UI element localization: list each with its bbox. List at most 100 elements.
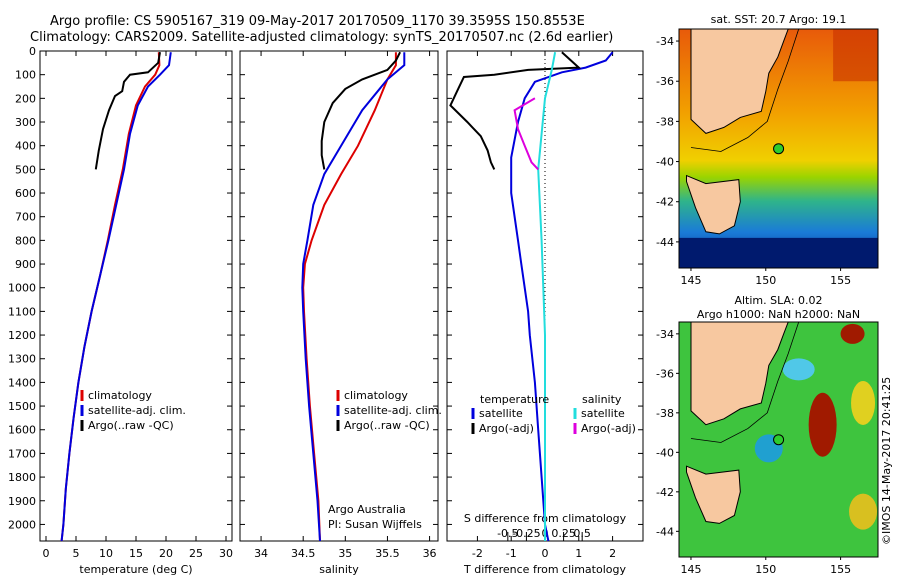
map-y-tick-label: -36	[656, 75, 674, 88]
x2-tick-label: -0.25	[512, 527, 540, 540]
map-x-tick-label: 150	[755, 563, 776, 576]
x-tick-label: 0	[542, 547, 549, 560]
series-line	[510, 51, 614, 542]
y-tick-label: 1600	[8, 424, 36, 437]
y-tick-label: 700	[15, 211, 36, 224]
series-line	[94, 52, 161, 170]
x2-tick-label: -0.5	[497, 527, 518, 540]
map-y-tick-label: -38	[656, 407, 674, 420]
map-frame	[678, 321, 879, 558]
y-tick-label: 1900	[8, 495, 36, 508]
map-y-tick-label: -38	[656, 115, 674, 128]
y-tick-label: 1000	[8, 282, 36, 295]
y-tick-label: 1700	[8, 447, 36, 460]
title-line-1: Argo profile: CS 5905167_319 09-May-2017…	[50, 14, 585, 29]
salinity-panel: 34 34.5 35 35.5 36 salinity climatology satelli…	[239, 50, 442, 576]
map-y-tick-label: -40	[656, 156, 674, 169]
x-tick-label: 34.5	[291, 547, 316, 560]
argo-location	[773, 434, 785, 446]
x-tick-label: 15	[129, 547, 143, 560]
sla-mid	[851, 380, 876, 425]
legend-label: satellite	[479, 407, 523, 420]
legend-label: Argo(..raw -QC)	[344, 419, 430, 432]
y-tick-label: 200	[15, 92, 36, 105]
y-tick-label: 1800	[8, 471, 36, 484]
legend-label: Argo(..raw -QC)	[88, 419, 174, 432]
warm-core	[833, 29, 878, 82]
y-tick-label: 2000	[8, 518, 36, 531]
map-y-tick-label: -44	[656, 525, 674, 538]
map-x-tick-label: 145	[680, 274, 701, 287]
y-tick-label: 1400	[8, 376, 36, 389]
y-tick-label: 1200	[8, 329, 36, 342]
map-x-tick-label: 155	[830, 563, 851, 576]
x-tick-label: 34	[254, 547, 268, 560]
x-tick-label: 30	[219, 547, 233, 560]
sla-low	[782, 358, 815, 381]
map-y-tick-label: -36	[656, 367, 674, 380]
legend-label: satellite-adj. clim.	[344, 404, 442, 417]
map-frame	[678, 28, 879, 269]
legend-label: Argo(-adj)	[581, 422, 636, 435]
map-x-tick-label: 145	[680, 563, 701, 576]
series-line	[320, 51, 401, 170]
tasmania-land	[686, 174, 741, 235]
x-tick-label: 20	[159, 547, 173, 560]
argo-location	[773, 143, 785, 155]
x-tick-label: 10	[99, 547, 113, 560]
map-x-tick-label: 155	[830, 274, 851, 287]
x-tick-label: 1	[575, 547, 582, 560]
x-axis-label: T difference from climatology	[463, 563, 626, 576]
annotation: Argo Australia	[328, 503, 406, 516]
sla-high	[808, 392, 837, 457]
legend-label: satellite	[581, 407, 625, 420]
sla-map: -34 -36 -38 -40 -42 -44 145 150 155 Altim. SLA: 0…	[656, 294, 879, 576]
series-line	[302, 52, 397, 542]
legend-header: salinity	[582, 393, 622, 406]
x-tick-label: 2	[609, 547, 616, 560]
sla-mid-2	[849, 493, 878, 530]
y-tick-label: 800	[15, 234, 36, 247]
map-y-tick-label: -42	[656, 196, 674, 209]
y-tick-label: 500	[15, 163, 36, 176]
y-tick-label: 1300	[8, 353, 36, 366]
map-y-tick-label: -44	[656, 236, 674, 249]
legend-label: satellite-adj. clim.	[88, 404, 186, 417]
x-axis-label: temperature (deg C)	[79, 563, 192, 576]
map-y-tick-label: -34	[656, 35, 674, 48]
legend-label: Argo(-adj)	[479, 422, 534, 435]
series-line	[537, 52, 557, 541]
y-tick-label: 1100	[8, 305, 36, 318]
x-tick-label: 25	[189, 547, 203, 560]
cold-band	[679, 237, 878, 268]
map-y-tick-label: -42	[656, 486, 674, 499]
series-line	[60, 52, 172, 542]
series-line	[513, 97, 539, 171]
y-tick-label: 900	[15, 258, 36, 271]
series-line	[449, 51, 582, 170]
y-tick-label: 100	[15, 69, 36, 82]
y-tick-label: 0	[29, 45, 36, 58]
annotation: PI: Susan Wijffels	[328, 518, 422, 531]
series-line	[60, 52, 161, 542]
sla-high-2	[840, 323, 865, 344]
shelf-contour	[690, 321, 800, 443]
temperature-panel: 0 5 10 15 20 25 300100200300400500600700800900…	[8, 45, 233, 576]
legend-label: climatology	[88, 389, 152, 402]
x-tick-label: -1	[506, 547, 517, 560]
map-title: Altim. SLA: 0.02	[734, 294, 822, 307]
x-tick-label: 35.5	[375, 547, 400, 560]
shelf-contour	[690, 28, 800, 152]
map-y-tick-label: -40	[656, 446, 674, 459]
x-axis-label: salinity	[319, 563, 359, 576]
x-tick-label: 36	[423, 547, 437, 560]
imos-credit: ©IMOS 14-May-2017 20:41:25	[880, 376, 893, 545]
x-tick-label: -2	[472, 547, 483, 560]
y-tick-label: 1500	[8, 400, 36, 413]
sst-map: -34 -36 -38 -40 -42 -44 145 150 155 sat. SST: 20.…	[656, 13, 879, 287]
x-tick-label: 5	[73, 547, 80, 560]
title-line-2: Climatology: CARS2009. Satellite-adjuste…	[30, 30, 614, 45]
y-tick-label: 300	[15, 116, 36, 129]
x2-tick-label: 0.5	[573, 527, 591, 540]
